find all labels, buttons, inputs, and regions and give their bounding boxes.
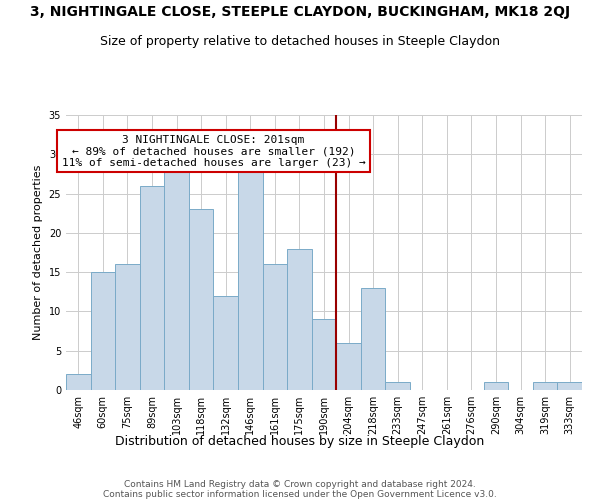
Bar <box>214 296 238 390</box>
Bar <box>263 264 287 390</box>
Bar <box>238 162 263 390</box>
Bar <box>140 186 164 390</box>
Bar <box>66 374 91 390</box>
Text: Contains HM Land Registry data © Crown copyright and database right 2024.
Contai: Contains HM Land Registry data © Crown c… <box>103 480 497 500</box>
Y-axis label: Number of detached properties: Number of detached properties <box>33 165 43 340</box>
Bar <box>385 382 410 390</box>
Bar <box>189 210 214 390</box>
Bar <box>484 382 508 390</box>
Bar <box>115 264 140 390</box>
Text: 3 NIGHTINGALE CLOSE: 201sqm
← 89% of detached houses are smaller (192)
11% of se: 3 NIGHTINGALE CLOSE: 201sqm ← 89% of det… <box>62 134 365 168</box>
Text: 3, NIGHTINGALE CLOSE, STEEPLE CLAYDON, BUCKINGHAM, MK18 2QJ: 3, NIGHTINGALE CLOSE, STEEPLE CLAYDON, B… <box>30 5 570 19</box>
Bar <box>164 170 189 390</box>
Bar <box>91 272 115 390</box>
Bar <box>336 343 361 390</box>
Text: Distribution of detached houses by size in Steeple Claydon: Distribution of detached houses by size … <box>115 435 485 448</box>
Bar <box>312 320 336 390</box>
Bar <box>361 288 385 390</box>
Text: Size of property relative to detached houses in Steeple Claydon: Size of property relative to detached ho… <box>100 35 500 48</box>
Bar <box>287 248 312 390</box>
Bar <box>533 382 557 390</box>
Bar <box>557 382 582 390</box>
